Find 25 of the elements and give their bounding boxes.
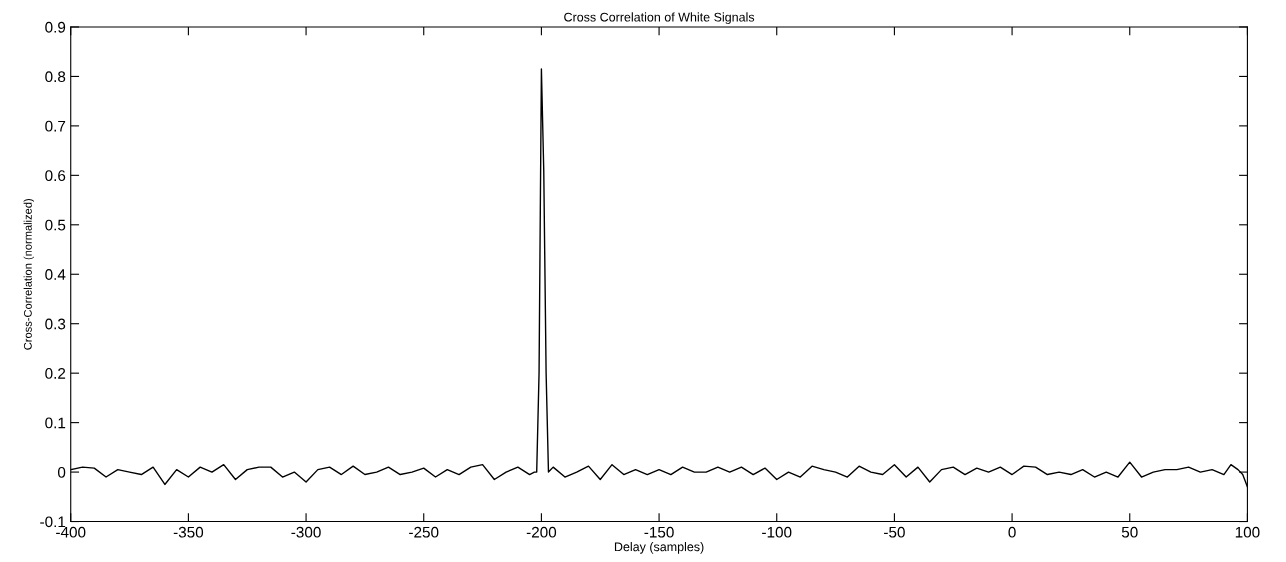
x-tick-label: 100	[1235, 526, 1260, 538]
x-axis-title: Delay (samples)	[614, 542, 704, 554]
x-tick-label: -100	[762, 526, 792, 538]
y-tick-label: 0.5	[45, 219, 66, 231]
chart-title: Cross Correlation of White Signals	[564, 12, 755, 25]
x-tick-label: -400	[56, 526, 86, 538]
x-tick-label: 0	[1008, 526, 1016, 538]
y-tick-label: 0	[57, 466, 66, 478]
x-tick-label: 50	[1121, 526, 1138, 538]
y-tick-label: 0.4	[45, 269, 66, 280]
y-tick-label: 0.8	[45, 71, 66, 83]
y-tick-label: 0.2	[45, 368, 66, 379]
y-axis-title: Cross-Correlation (normalized)	[23, 198, 34, 350]
y-tick-label: -0.1	[40, 516, 66, 528]
y-tick-label: 0.7	[45, 120, 66, 132]
y-tick-label: 0.3	[45, 318, 66, 330]
x-tick-label: -350	[173, 526, 204, 538]
x-tick-label: -250	[409, 526, 439, 538]
y-tick-label: 0.1	[45, 417, 66, 429]
x-tick-label: -200	[526, 526, 557, 538]
y-tick-label: 0.6	[45, 170, 66, 182]
y-tick-label: 0.9	[45, 21, 66, 33]
x-tick-label: -150	[644, 526, 674, 538]
x-tick-label: -300	[291, 526, 321, 538]
x-tick-label: -50	[884, 526, 905, 538]
